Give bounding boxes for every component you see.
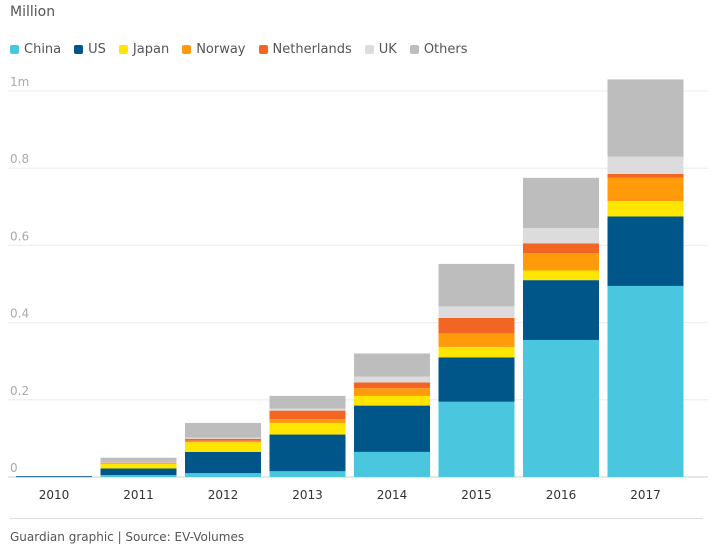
legend-swatch <box>74 45 84 54</box>
bar-segment <box>607 216 684 286</box>
bar-segment <box>185 422 261 438</box>
bar-segment <box>269 471 346 477</box>
bar-segment <box>438 317 515 334</box>
y-tick-label: 0.4 <box>10 307 29 321</box>
y-tick-label: 0.2 <box>10 384 29 398</box>
bar-segment <box>185 451 261 474</box>
legend-label: Norway <box>196 42 246 57</box>
legend-swatch <box>118 45 128 54</box>
bar-segment <box>185 437 261 439</box>
x-tick-label: 2016 <box>546 488 577 502</box>
bar-segment <box>438 357 515 402</box>
bar-segment <box>607 285 684 477</box>
bar-segment <box>185 442 261 452</box>
bar-segment <box>100 468 177 476</box>
x-tick-label: 2014 <box>377 488 408 502</box>
bar-segment <box>100 457 177 462</box>
x-tick-label: 2017 <box>630 488 661 502</box>
source-caption: Guardian graphic | Source: EV-Volumes <box>10 530 245 544</box>
y-tick-label: 0.6 <box>10 229 29 243</box>
bar-segment <box>607 177 684 202</box>
bar-segment <box>100 475 177 477</box>
y-tick-label: 0.8 <box>10 152 29 166</box>
legend-label: Japan <box>132 42 170 57</box>
legend-swatch <box>364 45 374 54</box>
bar-segment <box>100 461 177 463</box>
legend-label: China <box>24 42 62 57</box>
legend-item: Japan <box>118 42 170 57</box>
bar-segment <box>607 79 684 157</box>
footer-divider <box>10 518 703 519</box>
bar-segment <box>607 201 684 217</box>
bar-segment <box>100 463 177 469</box>
stacked-bar-chart: 0 0.2 0.4 0.6 0.8 1m 2010 2011 2012 2013 2014 2015 2… <box>8 75 708 502</box>
y-tick-label: 1m <box>10 75 29 89</box>
bar-segment <box>269 422 346 435</box>
bar-segment <box>523 280 599 340</box>
legend-label: Netherlands <box>272 42 352 57</box>
bar-segment <box>523 339 599 477</box>
legend-label: Others <box>423 42 468 57</box>
legend: China US Japan Norway Netherlands UK Others <box>10 42 481 57</box>
legend-swatch <box>10 45 19 54</box>
bar-segment <box>523 270 599 281</box>
bar-segment <box>438 346 515 358</box>
legend-item: Others <box>409 42 468 57</box>
y-unit-label: Million <box>10 4 56 20</box>
bar-segment <box>185 440 261 443</box>
bar-segment <box>523 243 599 254</box>
bar-segment <box>269 395 346 409</box>
legend-item: China <box>10 42 61 57</box>
bar-segment <box>354 388 430 396</box>
bar-segment <box>185 438 261 441</box>
bar-segment <box>354 405 430 452</box>
legend-label: US <box>88 42 106 57</box>
legend-label: UK <box>378 42 397 57</box>
x-tick-label: 2011 <box>123 488 154 502</box>
bar-segment <box>354 376 430 383</box>
legend-item: Norway <box>182 42 246 57</box>
bar-segment <box>607 173 684 178</box>
bar-segment <box>354 395 430 406</box>
bar-segment <box>269 408 346 411</box>
bar-segment <box>438 333 515 347</box>
bar-segment <box>185 473 261 477</box>
bar-segment <box>269 419 346 423</box>
legend-item: UK <box>364 42 397 57</box>
x-tick-label: 2010 <box>39 488 70 502</box>
bar-segment <box>269 434 346 472</box>
bar-segment <box>523 228 599 244</box>
bar-segment <box>438 263 515 307</box>
bar-segment <box>269 410 346 420</box>
bar-segment <box>16 476 92 478</box>
legend-item: US <box>74 42 106 57</box>
bar-segment <box>523 253 599 271</box>
bar-segment <box>354 353 430 377</box>
x-tick-label: 2012 <box>208 488 239 502</box>
bar-segment <box>354 451 430 477</box>
y-tick-label: 0 <box>10 461 18 475</box>
legend-swatch <box>409 45 419 54</box>
bar-segment <box>438 401 515 477</box>
legend-swatch <box>258 45 268 54</box>
legend-item: Netherlands <box>258 42 352 57</box>
x-tick-label: 2013 <box>292 488 323 502</box>
legend-swatch <box>182 45 192 54</box>
bar-segment <box>607 156 684 174</box>
bar-segment <box>438 306 515 318</box>
bar-segment <box>523 177 599 229</box>
x-tick-label: 2015 <box>461 488 492 502</box>
bar-segment <box>354 382 430 389</box>
